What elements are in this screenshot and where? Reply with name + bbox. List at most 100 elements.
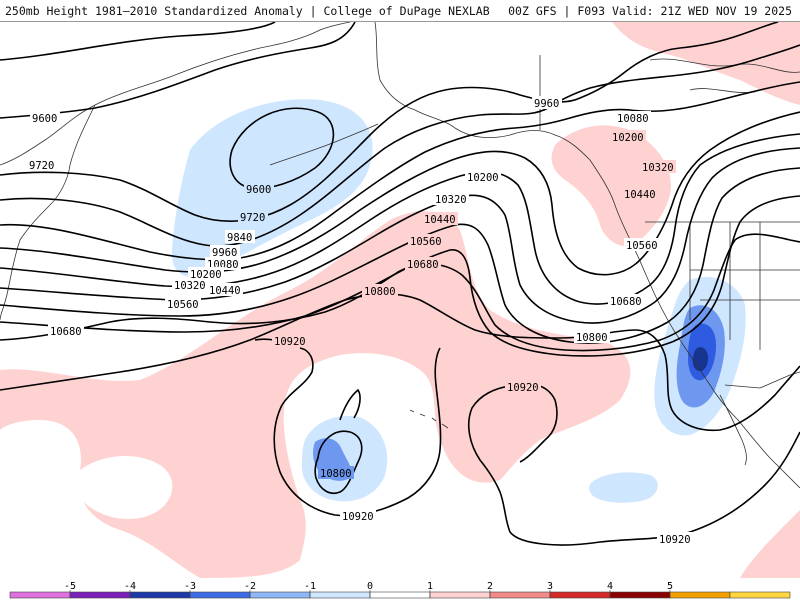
contour-10800-hook xyxy=(339,388,361,421)
positive-anomaly-southeast xyxy=(740,510,800,578)
svg-text:10800: 10800 xyxy=(576,332,608,344)
header-bar: 250mb Height 1981–2010 Standardized Anom… xyxy=(0,0,800,22)
contour-10320 xyxy=(0,147,800,324)
label-10080b: 10080 xyxy=(615,111,651,125)
svg-text:10560: 10560 xyxy=(167,299,199,311)
colorbar-swatch xyxy=(549,591,611,599)
label-10920a: 10920 xyxy=(272,334,308,348)
contour-labels: 9600 9600 9720 9720 9840 9960 9960 10080… xyxy=(27,96,693,546)
label-10680c: 10680 xyxy=(608,294,644,308)
us-mexico-border xyxy=(724,371,800,389)
us-state-lines-1 xyxy=(689,222,800,350)
negative-anomaly-regions xyxy=(171,99,746,503)
label-10320a: 10320 xyxy=(172,278,208,292)
label-10440c: 10440 xyxy=(622,187,658,201)
colorbar-legend: -5 -4 -3 -2 -1 0 1 2 3 4 5 xyxy=(0,578,800,600)
colorbar-swatch xyxy=(249,591,311,599)
contour-10560 xyxy=(0,195,800,357)
contour-10920-east xyxy=(468,385,800,546)
colorbar-tick-label: 3 xyxy=(547,581,553,592)
colorbar-swatch xyxy=(9,591,71,599)
contour-9840 xyxy=(0,44,800,247)
contour-10800 xyxy=(0,293,800,432)
svg-text:10680: 10680 xyxy=(610,296,642,308)
colorbar-swatch xyxy=(309,591,371,599)
colorbar-tick-label: 0 xyxy=(367,581,373,592)
geographic-borders xyxy=(0,22,800,489)
svg-text:9960: 9960 xyxy=(534,98,559,110)
svg-text:9600: 9600 xyxy=(246,184,271,196)
label-9720a: 9720 xyxy=(27,158,57,172)
svg-text:10320: 10320 xyxy=(642,162,674,174)
svg-text:9600: 9600 xyxy=(32,113,57,125)
colorbar-swatch xyxy=(609,591,671,599)
neutral-hole-south xyxy=(558,293,600,320)
label-10920c: 10920 xyxy=(340,509,376,523)
svg-text:10920: 10920 xyxy=(274,336,306,348)
svg-text:10440: 10440 xyxy=(209,285,241,297)
alaska-coast xyxy=(374,22,636,251)
map-title: 250mb Height 1981–2010 Standardized Anom… xyxy=(5,4,490,18)
colorbar-swatch xyxy=(369,591,431,599)
colorbar-swatch xyxy=(69,591,131,599)
neutral-hole-west xyxy=(76,455,173,520)
svg-text:9720: 9720 xyxy=(29,160,54,172)
label-10800a: 10800 xyxy=(362,284,398,298)
svg-text:10800: 10800 xyxy=(320,468,352,480)
svg-text:9720: 9720 xyxy=(240,212,265,224)
label-10320c: 10320 xyxy=(640,160,676,174)
svg-text:10320: 10320 xyxy=(174,280,206,292)
baja-peninsula xyxy=(719,394,747,466)
siberia-coast xyxy=(0,22,351,166)
colorbar-svg: -5 -4 -3 -2 -1 0 1 2 3 4 5 xyxy=(9,581,791,599)
svg-text:10920: 10920 xyxy=(507,382,539,394)
colorbar-tick-label: -5 xyxy=(64,581,76,592)
svg-text:10920: 10920 xyxy=(659,534,691,546)
positive-anomaly-main xyxy=(0,211,631,578)
colorbar-swatch xyxy=(489,591,551,599)
svg-text:10440: 10440 xyxy=(624,189,656,201)
contour-10440 xyxy=(0,167,800,344)
svg-text:10800: 10800 xyxy=(364,286,396,298)
svg-text:10440: 10440 xyxy=(424,214,456,226)
colorbar-tick-label: 4 xyxy=(607,581,613,592)
map-panel: 9600 9600 9720 9720 9840 9960 9960 10080… xyxy=(0,22,800,578)
colorbar-swatch xyxy=(429,591,491,599)
label-10200c: 10200 xyxy=(610,130,646,144)
label-9600b: 9600 xyxy=(244,182,274,196)
colorbar-tick-label: -4 xyxy=(124,581,136,592)
kuril-japan xyxy=(0,204,51,321)
label-9840: 9840 xyxy=(225,230,255,244)
positive-anomaly-nw-coast xyxy=(551,125,671,247)
label-10680b: 10680 xyxy=(405,257,441,271)
kamchatka xyxy=(49,104,96,206)
colorbar-tick-label: 5 xyxy=(667,581,673,592)
colorbar-swatch xyxy=(729,591,791,599)
label-9600a: 9600 xyxy=(30,111,60,125)
label-10560b: 10560 xyxy=(408,234,444,248)
colorbar-tick-label: 1 xyxy=(427,581,433,592)
svg-text:10080: 10080 xyxy=(617,113,649,125)
svg-text:10200: 10200 xyxy=(467,172,499,184)
colorbar-tick-label: -2 xyxy=(244,581,256,592)
contour-10680 xyxy=(0,233,800,352)
label-9960a: 9960 xyxy=(210,245,240,259)
svg-text:10560: 10560 xyxy=(410,236,442,248)
svg-text:10920: 10920 xyxy=(342,511,374,523)
label-10800c: 10800 xyxy=(318,466,354,480)
contour-9720 xyxy=(0,22,779,222)
contour-9600 xyxy=(0,22,356,119)
svg-text:10200: 10200 xyxy=(612,132,644,144)
svg-text:10680: 10680 xyxy=(407,259,439,271)
colorbar-tick-label: -3 xyxy=(184,581,196,592)
label-10800b: 10800 xyxy=(574,330,610,344)
svg-text:10320: 10320 xyxy=(435,194,467,206)
model-valid-time: 00Z GFS | F093 Valid: 21Z WED NOV 19 202… xyxy=(508,4,792,18)
contour-10800-closed xyxy=(314,430,363,494)
label-10920b: 10920 xyxy=(505,380,541,394)
label-9720b: 9720 xyxy=(238,210,268,224)
label-10440b: 10440 xyxy=(422,212,458,226)
anomaly-map: 9600 9600 9720 9720 9840 9960 9960 10080… xyxy=(0,22,800,578)
label-10560a: 10560 xyxy=(165,297,201,311)
contour-10920-hawaii xyxy=(273,347,442,517)
